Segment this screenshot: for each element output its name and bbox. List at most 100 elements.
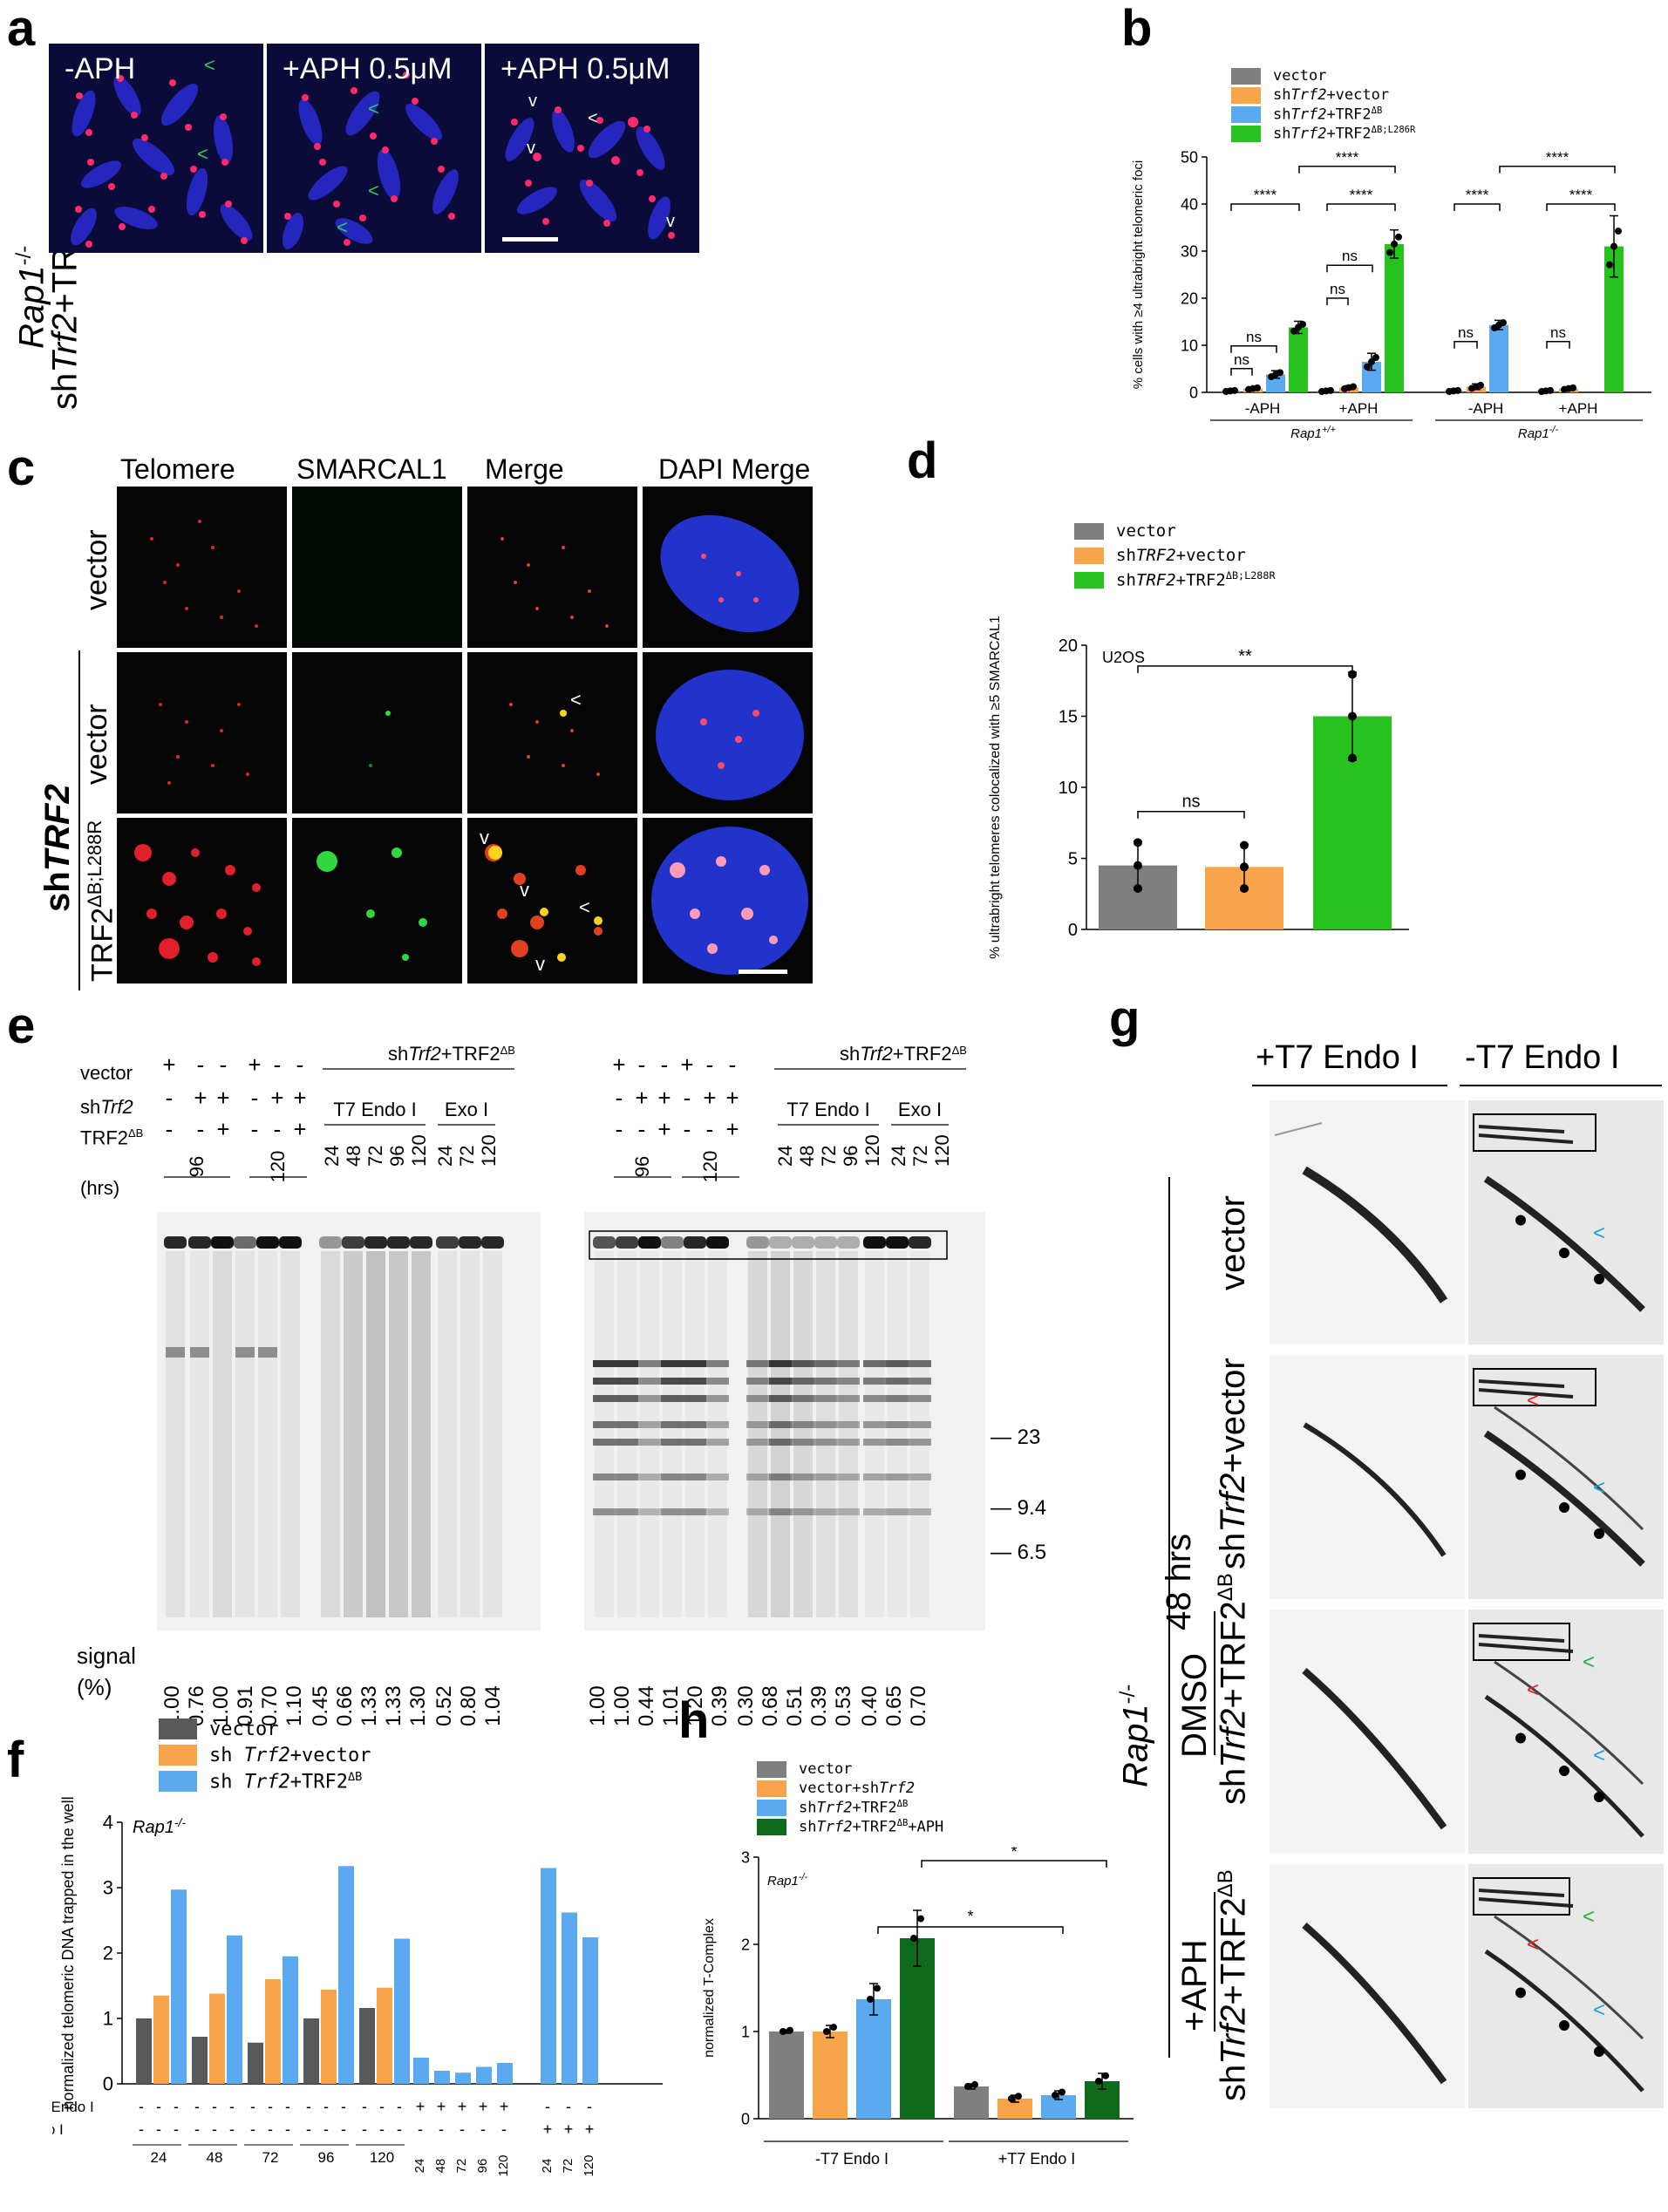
e-sub-header-t7: T7 Endo I [333, 1099, 416, 1120]
faint-arc [1274, 1122, 1323, 1136]
smear [793, 1251, 813, 1617]
bar [541, 1868, 556, 2084]
svg-text:<: < [570, 689, 582, 711]
fragment-band [593, 1378, 616, 1385]
x-sign: - [268, 2120, 273, 2138]
significance-label: **** [1466, 187, 1489, 203]
fragment-band [661, 1474, 684, 1480]
signal-value-right: 0.39 [708, 1685, 732, 1726]
smear [366, 1251, 385, 1617]
signal-values: 1.00 0.76 1.00 0.91 0.70 1.10 0.45 0.66 1.33 1.33… [0, 1639, 1046, 1735]
c-shtrf2-vector-smarcal1 [292, 652, 462, 813]
fragment-band [593, 1395, 616, 1402]
chart-b: 0 10 20 30 40 50 % cells with ≥4 ultrabright t… [1131, 148, 1651, 441]
hrs-group-label: 96 [631, 1156, 653, 1177]
lane-sign: + [612, 1052, 625, 1078]
bar [321, 1990, 337, 2084]
hrs-lane-label: 72 [454, 2159, 469, 2174]
metaphase-image-plus-aph-2: v < v v +APH 0.5μM [485, 44, 699, 253]
x-sign: + [479, 2098, 488, 2115]
fragment-band [909, 1395, 931, 1402]
arc-spot [1594, 1792, 1604, 1802]
t-complex-signal [1478, 1379, 1574, 1399]
legend-swatch [1231, 125, 1261, 142]
data-point [1277, 369, 1283, 377]
fragment-band [661, 1360, 684, 1367]
fragment-band [837, 1421, 860, 1428]
bar [136, 2018, 152, 2084]
lane-sign: - [729, 1052, 737, 1078]
lane-sign: - [684, 1085, 691, 1111]
smear [910, 1251, 929, 1617]
legend-item: vector [159, 1716, 371, 1742]
x-sign: - [174, 2120, 179, 2138]
data-point [1240, 841, 1249, 850]
significance-label: **** [1254, 187, 1277, 203]
lane-sign: - [296, 1052, 304, 1078]
fragment-band [638, 1439, 661, 1446]
smear [816, 1251, 835, 1617]
fragment-band [792, 1378, 814, 1385]
signal-value-right: 0.39 [807, 1685, 831, 1726]
fragment-band [616, 1395, 638, 1402]
lane-sign: - [706, 1116, 714, 1142]
fragment-band [792, 1474, 814, 1480]
svg-text:v: v [480, 827, 489, 848]
lane-sign: + [293, 1116, 306, 1142]
x-sign: - [460, 2120, 465, 2138]
fragment-band [616, 1421, 638, 1428]
signal-value-left: 0.52 [432, 1685, 456, 1726]
lane-sign: - [166, 1116, 174, 1142]
significance-bracket [1230, 368, 1253, 376]
lane-sign: + [657, 1116, 671, 1142]
fragment-band [616, 1439, 638, 1446]
c-vector-dapi [643, 487, 813, 648]
fragment-band [792, 1508, 814, 1515]
gel-g-canvas [1303, 1422, 1447, 1557]
arrowhead-red: < [1527, 1933, 1539, 1957]
legend-label: shTrf2+TRF2ΔB;L286R [1273, 124, 1416, 143]
col-header-dapi-merge: DAPI Merge [658, 453, 811, 485]
smear [438, 1251, 457, 1617]
smear [460, 1251, 480, 1617]
arrowhead-blue: < [1593, 1476, 1605, 1500]
significance-bracket [1326, 203, 1396, 211]
svg-text:v: v [528, 92, 537, 111]
smear [839, 1251, 858, 1617]
g-row-aph-construct: shTrf2+TRF2ΔB [1214, 1869, 1253, 2101]
y-tick-label: 0 [741, 2110, 750, 2127]
significance-label: * [967, 1908, 973, 1925]
smear [258, 1251, 277, 1617]
arrowhead-blue: < [1593, 1998, 1605, 2022]
c-shtrf2-vector-merge: < [467, 652, 637, 813]
legend-f: vector sh Trf2+vector sh Trf2+TRF2ΔB [159, 1716, 371, 1794]
data-point [867, 1996, 874, 2003]
significance-bracket [1298, 166, 1396, 174]
svg-text:<: < [337, 216, 348, 238]
y-tick-label: 3 [741, 1848, 750, 1866]
significance-bracket [1546, 341, 1570, 349]
arc [1302, 1166, 1448, 1303]
fragment-band [746, 1508, 769, 1515]
band [258, 1347, 277, 1358]
gel-g-plus-t7-row [1270, 1355, 1465, 1599]
fragment-band [837, 1378, 860, 1385]
legend-swatch [1074, 522, 1104, 540]
gel-g-canvas: << [1473, 1368, 1645, 1567]
x-sign: - [212, 2120, 217, 2138]
significance-label: **** [1546, 149, 1569, 166]
lane-sign: - [616, 1085, 623, 1111]
well-band [234, 1236, 256, 1249]
circle-arc [1494, 1915, 1644, 2040]
well-band [319, 1236, 342, 1249]
e-lane-hrs: 48 [796, 1146, 818, 1167]
y-tick-label: 5 [1068, 850, 1078, 869]
signal-value-right: 0.53 [832, 1685, 855, 1726]
significance-bracket [1499, 166, 1616, 174]
hrs-group-label: 120 [699, 1151, 721, 1183]
g-genotype-label: Rap1-/- [1116, 1684, 1155, 1787]
gel-g-plus-t7-row [1270, 1864, 1465, 2108]
significance-label: **** [1350, 187, 1373, 203]
smear [685, 1251, 705, 1617]
e-lane-hrs: 120 [861, 1134, 883, 1167]
